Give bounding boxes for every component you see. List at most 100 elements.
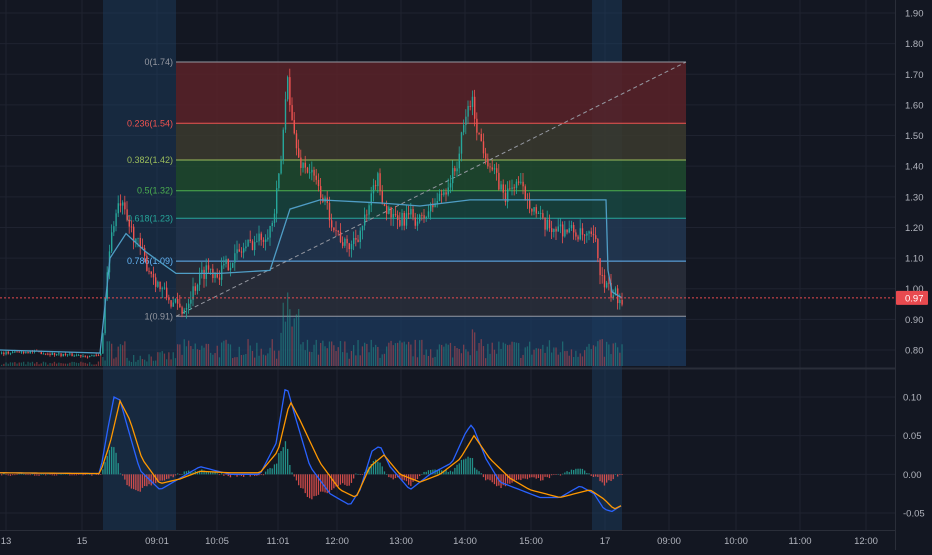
macd-histogram-bar (493, 474, 496, 485)
time-axis-label: 17 (600, 536, 611, 547)
time-axis-label: 15:00 (519, 536, 543, 547)
macd-histogram-bar (509, 474, 511, 484)
candle-body (590, 231, 592, 234)
volume-bar (597, 341, 599, 366)
macd-axis[interactable]: 0.10 0.05 0.00 -0.05 (903, 393, 925, 520)
time-axis-label: 11:00 (788, 536, 811, 547)
volume-bar (267, 353, 269, 366)
macd-histogram-bar (601, 474, 603, 483)
macd-histogram-bar (515, 474, 518, 481)
time-axis[interactable]: 13 15 09:01 10:05 11:01 12:00 13:00 14:00 15:00 1… (1, 536, 878, 547)
macd-histogram-bar (181, 474, 183, 475)
fibonacci-retracement[interactable]: 0(1.74) 0.236(1.54) 0.382(1.42) 0.5(1.32) 0.… (127, 57, 687, 366)
volume-bar (260, 348, 262, 366)
candle-body (300, 157, 302, 168)
macd-histogram-bar (449, 470, 452, 475)
macd-histogram-bar (335, 474, 337, 487)
price-axis-tick: 1.00 (905, 284, 924, 295)
volume-bar (86, 363, 89, 366)
macd-histogram-bar (370, 464, 372, 475)
candle-body (414, 217, 416, 226)
macd-histogram-bar (573, 470, 575, 475)
macd-pane (0, 388, 623, 513)
candle-body (614, 288, 617, 296)
macd-histogram-bar (168, 474, 170, 479)
candle-body (551, 228, 553, 232)
candle-body (18, 351, 20, 353)
macd-histogram-bar (227, 474, 229, 477)
candle-body (124, 202, 126, 210)
macd-histogram-bar (454, 467, 456, 475)
macd-histogram-bar (23, 473, 25, 475)
macd-histogram-bar (159, 474, 161, 481)
volume-bar (238, 346, 240, 366)
candle-body (513, 187, 515, 189)
macd-histogram-bar (326, 474, 328, 494)
candle-body (423, 215, 425, 219)
candle-body (53, 352, 56, 355)
volume-bar (443, 346, 445, 366)
price-axis-tick: 1.40 (905, 162, 924, 173)
volume-bar (447, 344, 449, 366)
candle-body (452, 168, 454, 184)
macd-histogram-bar (390, 474, 392, 478)
volume-bar (513, 342, 515, 366)
volume-bar (113, 358, 115, 366)
volume-bar (342, 352, 344, 366)
macd-histogram-bar (273, 464, 276, 475)
macd-histogram-bar (49, 474, 51, 475)
volume-bar (207, 343, 210, 366)
macd-histogram-bar (269, 467, 271, 475)
macd-histogram-bar (38, 474, 40, 476)
price-axis[interactable]: 1.90 1.80 1.70 1.60 1.50 1.40 1.30 1.20 1.10 1.00… (905, 9, 924, 357)
candle-body (267, 237, 269, 240)
volume-bar (25, 364, 27, 366)
candle-body (388, 207, 390, 214)
candle-body (93, 354, 95, 356)
candle-body (599, 258, 601, 276)
price-axis-tick: 1.30 (905, 192, 924, 203)
volume-bar (271, 339, 273, 366)
candle-body (570, 224, 573, 229)
volume-bar (432, 357, 434, 366)
volume-bar (146, 361, 148, 366)
macd-histogram-bar (157, 474, 159, 483)
macd-histogram-bar (511, 474, 513, 483)
volume-bar (564, 351, 566, 366)
volume-bar (218, 357, 221, 366)
macd-histogram-bar (276, 463, 278, 475)
candle-body (478, 132, 480, 135)
candle-body (223, 264, 225, 266)
volume-bar (212, 354, 214, 366)
macd-histogram-bar (586, 473, 588, 475)
candle-body (20, 351, 23, 353)
candle-body (416, 221, 419, 226)
macd-histogram-bar (265, 471, 267, 475)
volume-bar (350, 350, 353, 366)
candle-body (566, 229, 568, 233)
macd-histogram-bar (280, 451, 282, 475)
macd-histogram-bar (25, 474, 27, 476)
candle-body (16, 351, 18, 353)
volume-bar (531, 354, 533, 366)
macd-histogram-bar (73, 474, 75, 476)
volume-bar (29, 362, 31, 366)
volume-bar (71, 361, 73, 366)
volume-bar (302, 342, 304, 366)
time-axis-label: 13:00 (389, 536, 413, 547)
volume-bar (540, 348, 542, 366)
volume-bar (95, 364, 97, 366)
time-axis-label: 10:05 (205, 536, 229, 547)
candle-body (375, 185, 377, 187)
volume-bar (148, 354, 150, 366)
candle-body (463, 125, 465, 133)
candle-body (370, 193, 372, 206)
candle-body (262, 239, 265, 242)
candle-body (432, 203, 434, 208)
volume-bar (412, 356, 414, 366)
candle-body (102, 333, 104, 354)
candle-body (119, 203, 122, 206)
volume-bar (586, 346, 588, 366)
